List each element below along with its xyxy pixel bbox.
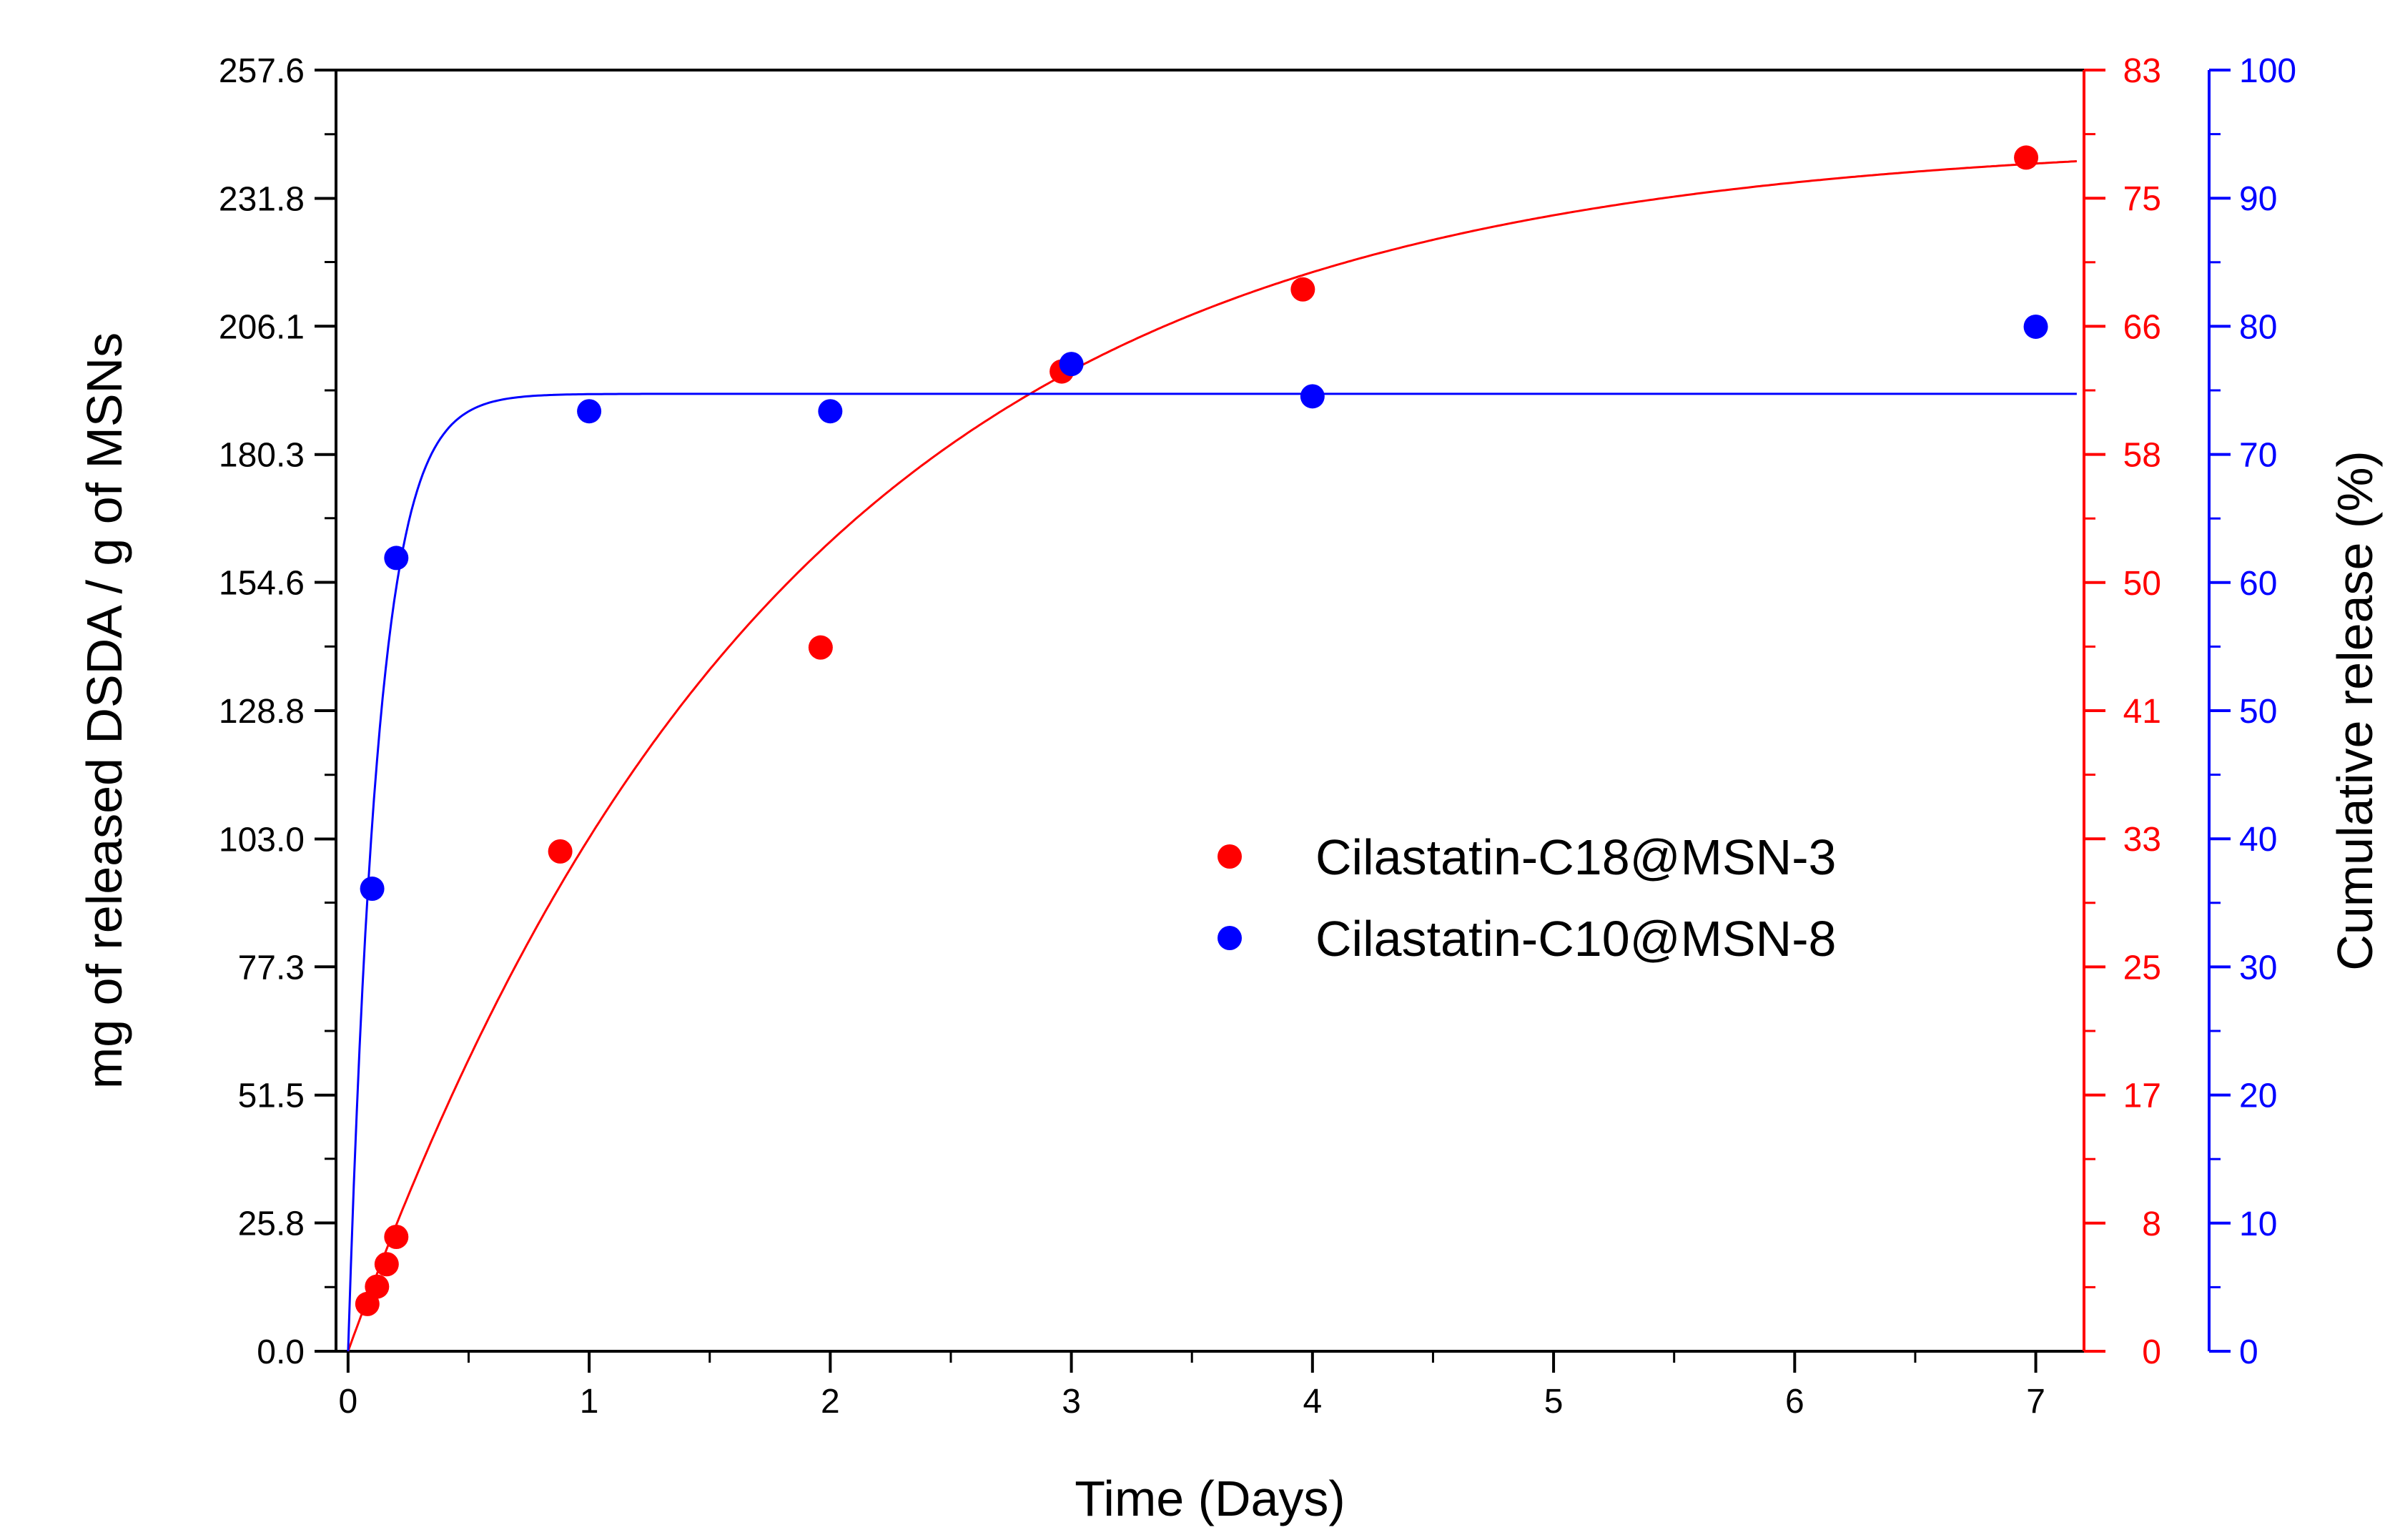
x-tick-label: 1 xyxy=(580,1383,599,1421)
y-blue-tick-label: 40 xyxy=(2239,821,2277,859)
y-left-tick-label: 257.6 xyxy=(219,52,305,90)
data-point-series-1 xyxy=(360,877,385,902)
fit-curve-series-0 xyxy=(347,160,2077,1352)
y-left-tick-label: 103.0 xyxy=(219,821,305,859)
y-axis-title-left: mg of released DSDA / g of MSNs xyxy=(76,332,132,1089)
x-tick-label: 3 xyxy=(1062,1383,1081,1421)
data-point-series-1 xyxy=(1059,352,1084,377)
y-left-tick-label: 77.3 xyxy=(238,949,305,987)
legend-marker-series-1 xyxy=(1218,926,1242,950)
x-tick-label: 7 xyxy=(2026,1383,2045,1421)
y-blue-tick-label: 20 xyxy=(2239,1077,2277,1115)
y-left-tick-label: 128.8 xyxy=(219,693,305,731)
x-tick-label: 4 xyxy=(1303,1383,1322,1421)
x-tick-label: 6 xyxy=(1785,1383,1804,1421)
data-point-series-0 xyxy=(1290,277,1315,302)
data-point-series-1 xyxy=(2023,314,2048,339)
legend-label: Cilastatin-C10@MSN-8 xyxy=(1315,911,1836,967)
y-blue-tick-label: 50 xyxy=(2239,693,2277,731)
y-blue-tick-label: 100 xyxy=(2239,52,2296,90)
y-blue-tick-label: 30 xyxy=(2239,949,2277,987)
data-point-series-0 xyxy=(365,1274,390,1299)
y-red-tick-label: 33 xyxy=(2123,821,2161,859)
y-blue-tick-label: 0 xyxy=(2239,1333,2258,1371)
y-red-tick-label: 17 xyxy=(2123,1077,2161,1115)
y-red-tick-label: 66 xyxy=(2123,308,2161,346)
y-red-tick-label: 0 xyxy=(2142,1333,2161,1371)
data-point-series-0 xyxy=(808,635,833,660)
x-tick-label: 2 xyxy=(821,1383,840,1421)
data-point-series-0 xyxy=(2014,145,2039,170)
data-point-series-0 xyxy=(548,839,573,864)
legend-marker-series-0 xyxy=(1218,844,1242,869)
y-red-tick-label: 50 xyxy=(2123,565,2161,603)
y-axis-title-right: Cumulative release (%) xyxy=(2327,450,2383,970)
y-left-tick-label: 154.6 xyxy=(219,565,305,603)
y-blue-tick-label: 80 xyxy=(2239,308,2277,346)
y-blue-tick-label: 10 xyxy=(2239,1205,2277,1243)
y-red-tick-label: 41 xyxy=(2123,693,2161,731)
y-red-tick-label: 25 xyxy=(2123,949,2161,987)
y-blue-tick-label: 60 xyxy=(2239,565,2277,603)
y-left-tick-label: 51.5 xyxy=(238,1077,305,1115)
x-axis-title: Time (Days) xyxy=(1075,1471,1345,1526)
y-red-tick-label: 8 xyxy=(2142,1205,2161,1243)
data-point-series-0 xyxy=(374,1252,399,1277)
y-red-tick-label: 75 xyxy=(2123,180,2161,218)
y-left-tick-label: 0.0 xyxy=(257,1333,305,1371)
x-tick-label: 5 xyxy=(1544,1383,1564,1421)
y-left-tick-label: 206.1 xyxy=(219,308,305,346)
data-point-series-0 xyxy=(384,1225,409,1249)
x-tick-label: 0 xyxy=(339,1383,358,1421)
data-point-series-1 xyxy=(818,399,843,424)
y-left-tick-label: 25.8 xyxy=(238,1205,305,1243)
data-point-series-1 xyxy=(384,546,409,571)
y-left-tick-label: 231.8 xyxy=(219,180,305,218)
y-left-tick-label: 180.3 xyxy=(219,437,305,475)
fit-curve-series-1 xyxy=(347,393,2077,1352)
y-blue-tick-label: 90 xyxy=(2239,180,2277,218)
y-red-tick-label: 58 xyxy=(2123,437,2161,475)
data-point-series-1 xyxy=(577,399,602,424)
y-blue-tick-label: 70 xyxy=(2239,437,2277,475)
y-red-tick-label: 83 xyxy=(2123,52,2161,90)
data-point-series-1 xyxy=(1300,384,1325,409)
legend-label: Cilastatin-C18@MSN-3 xyxy=(1315,829,1836,885)
